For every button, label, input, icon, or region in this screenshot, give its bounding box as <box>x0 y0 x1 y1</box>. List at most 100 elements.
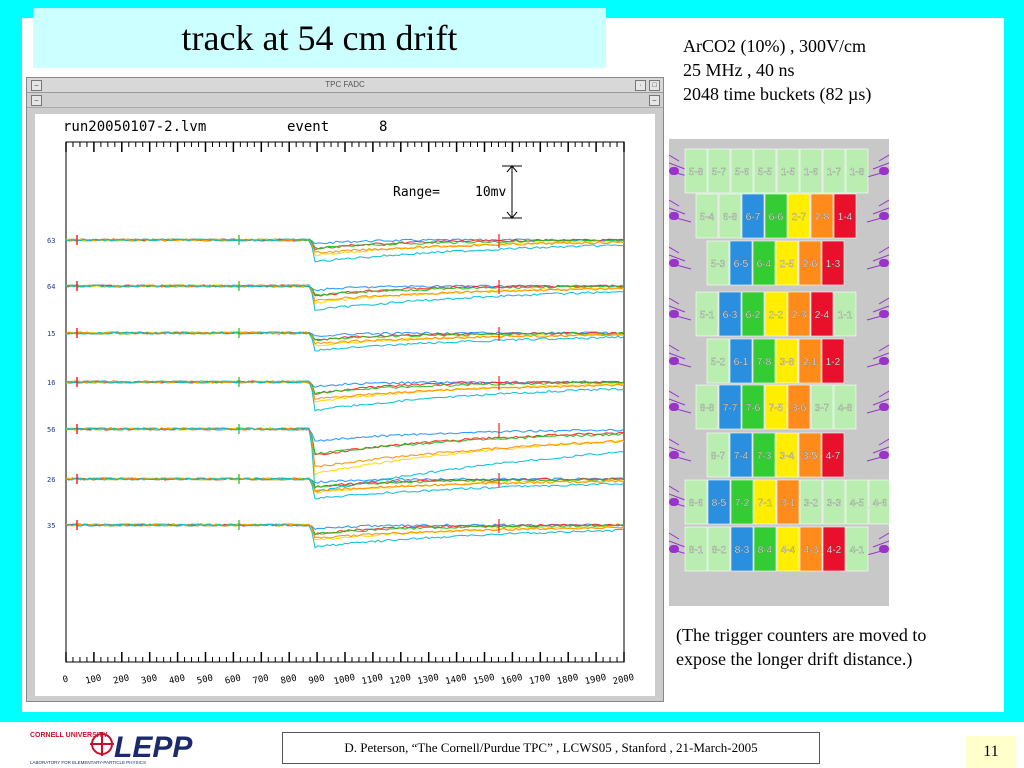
event-label: event <box>287 119 329 135</box>
pad-cell <box>706 338 730 384</box>
menubar-right-button[interactable]: – <box>649 95 660 106</box>
x-tick-label: 1800 <box>556 673 579 687</box>
pad-trace-lines <box>669 154 889 556</box>
pad-cell <box>845 526 869 572</box>
pad-cell <box>684 479 708 525</box>
pad-label: 6-1 <box>734 357 749 368</box>
x-tick-label: 100 <box>84 673 102 686</box>
pad-label: 4-1 <box>850 545 865 556</box>
event-number: 8 <box>379 119 387 135</box>
pad-cell <box>833 291 857 337</box>
x-tick-label: 1600 <box>500 673 523 687</box>
x-tick-label: 600 <box>224 673 242 686</box>
x-tick-label: 500 <box>196 673 214 686</box>
pad-cell <box>822 148 846 194</box>
x-tick-label: 1900 <box>584 673 607 687</box>
range-label: Range= <box>393 185 440 200</box>
pad-label: 3-3 <box>827 498 842 509</box>
pad-label: 2-7 <box>792 212 807 223</box>
pad-label: 2-3 <box>792 310 807 321</box>
pad-cell <box>821 338 845 384</box>
pad-cell <box>775 432 799 478</box>
pad-cell <box>752 432 776 478</box>
pad-cell <box>845 148 869 194</box>
range-value: 10mv <box>475 185 506 200</box>
channel-label: 56 <box>47 426 55 434</box>
pad-cell <box>810 193 834 239</box>
pad-label: 3-8 <box>780 357 795 368</box>
channel-label: 16 <box>47 379 55 387</box>
trigger-note-line-2: expose the longer drift distance.) <box>676 649 913 669</box>
pad-cell <box>741 384 765 430</box>
pad-label: 6-8 <box>723 212 738 223</box>
window-maximize-button[interactable]: □ <box>649 80 660 91</box>
window-minimize-button[interactable]: · <box>635 80 646 91</box>
pad-label: 3-7 <box>815 403 830 414</box>
pad-cell <box>707 148 731 194</box>
x-tick-label: 900 <box>308 673 326 686</box>
pad-cell <box>707 526 731 572</box>
pad-label: 7-8 <box>757 357 772 368</box>
menubar-left-button[interactable]: – <box>31 95 42 106</box>
pad-cell <box>707 479 731 525</box>
pad-cell <box>821 432 845 478</box>
pad-cell <box>729 432 753 478</box>
pad-label: 7-6 <box>746 403 761 414</box>
pad-label: 4-4 <box>781 545 796 556</box>
lepp-logo: CORNELL UNIVERSITY LEPP LABORATORY FOR E… <box>30 731 193 765</box>
pad-cell <box>798 432 822 478</box>
pad-label: 4-5 <box>850 498 865 509</box>
pad-cell <box>752 240 776 286</box>
x-tick-label: 200 <box>112 673 130 686</box>
pad-label: 4-2 <box>827 545 842 556</box>
pad-cell <box>833 384 857 430</box>
pad-label: 5-2 <box>711 357 726 368</box>
x-tick-label: 1400 <box>445 673 468 687</box>
pad-label: 1-6 <box>804 167 819 178</box>
pad-cell <box>822 479 846 525</box>
pad-cell <box>799 479 823 525</box>
pad-cell <box>764 193 788 239</box>
gas-field-parameter: ArCO2 (10%) , 300V/cm <box>683 36 866 56</box>
pad-cell <box>810 291 834 337</box>
channel-trace <box>65 519 625 549</box>
pad-label: 7-3 <box>757 451 772 462</box>
pad-cell <box>764 291 788 337</box>
pad-label: 3-4 <box>780 451 795 462</box>
pad-cell <box>730 479 754 525</box>
channel-label: 63 <box>47 237 55 245</box>
pad-cell <box>706 240 730 286</box>
pad-label: 1-4 <box>838 212 853 223</box>
pad-cell <box>821 240 845 286</box>
title-box: track at 54 cm drift <box>33 8 606 68</box>
x-tick-label: 800 <box>280 673 298 686</box>
x-tick-label: 1000 <box>333 673 356 687</box>
channel-trace <box>65 473 625 500</box>
pad-cell <box>822 526 846 572</box>
channel-trace <box>65 280 625 311</box>
x-tick-label: 1200 <box>389 673 412 687</box>
channel-label: 15 <box>47 330 55 338</box>
pad-cell <box>695 291 719 337</box>
pad-label: 3-5 <box>803 451 818 462</box>
sampling-parameter: 25 MHz , 40 ns <box>683 60 795 80</box>
pad-cell <box>787 193 811 239</box>
pad-cell <box>845 479 869 525</box>
pad-cell <box>729 338 753 384</box>
pad-cell <box>684 148 708 194</box>
scope-plot: run20050107-2.lvm event 8 0 100 200 300 400 5… <box>35 114 655 696</box>
pad-label: 8-8 <box>700 403 715 414</box>
pad-label: 3-2 <box>804 498 819 509</box>
pad-label: 7-4 <box>734 451 749 462</box>
pad-label: 8-3 <box>735 545 750 556</box>
x-tick-label: 1700 <box>528 673 551 687</box>
pad-cell <box>718 384 742 430</box>
pad-label: 6-2 <box>746 310 761 321</box>
pad-cell <box>753 526 777 572</box>
x-tick-label: 700 <box>252 673 270 686</box>
window-menu-button[interactable]: – <box>31 80 42 91</box>
pad-label: 1-2 <box>826 357 841 368</box>
pad-cell <box>753 148 777 194</box>
pad-label: 5-4 <box>700 212 715 223</box>
pad-cell <box>776 148 800 194</box>
